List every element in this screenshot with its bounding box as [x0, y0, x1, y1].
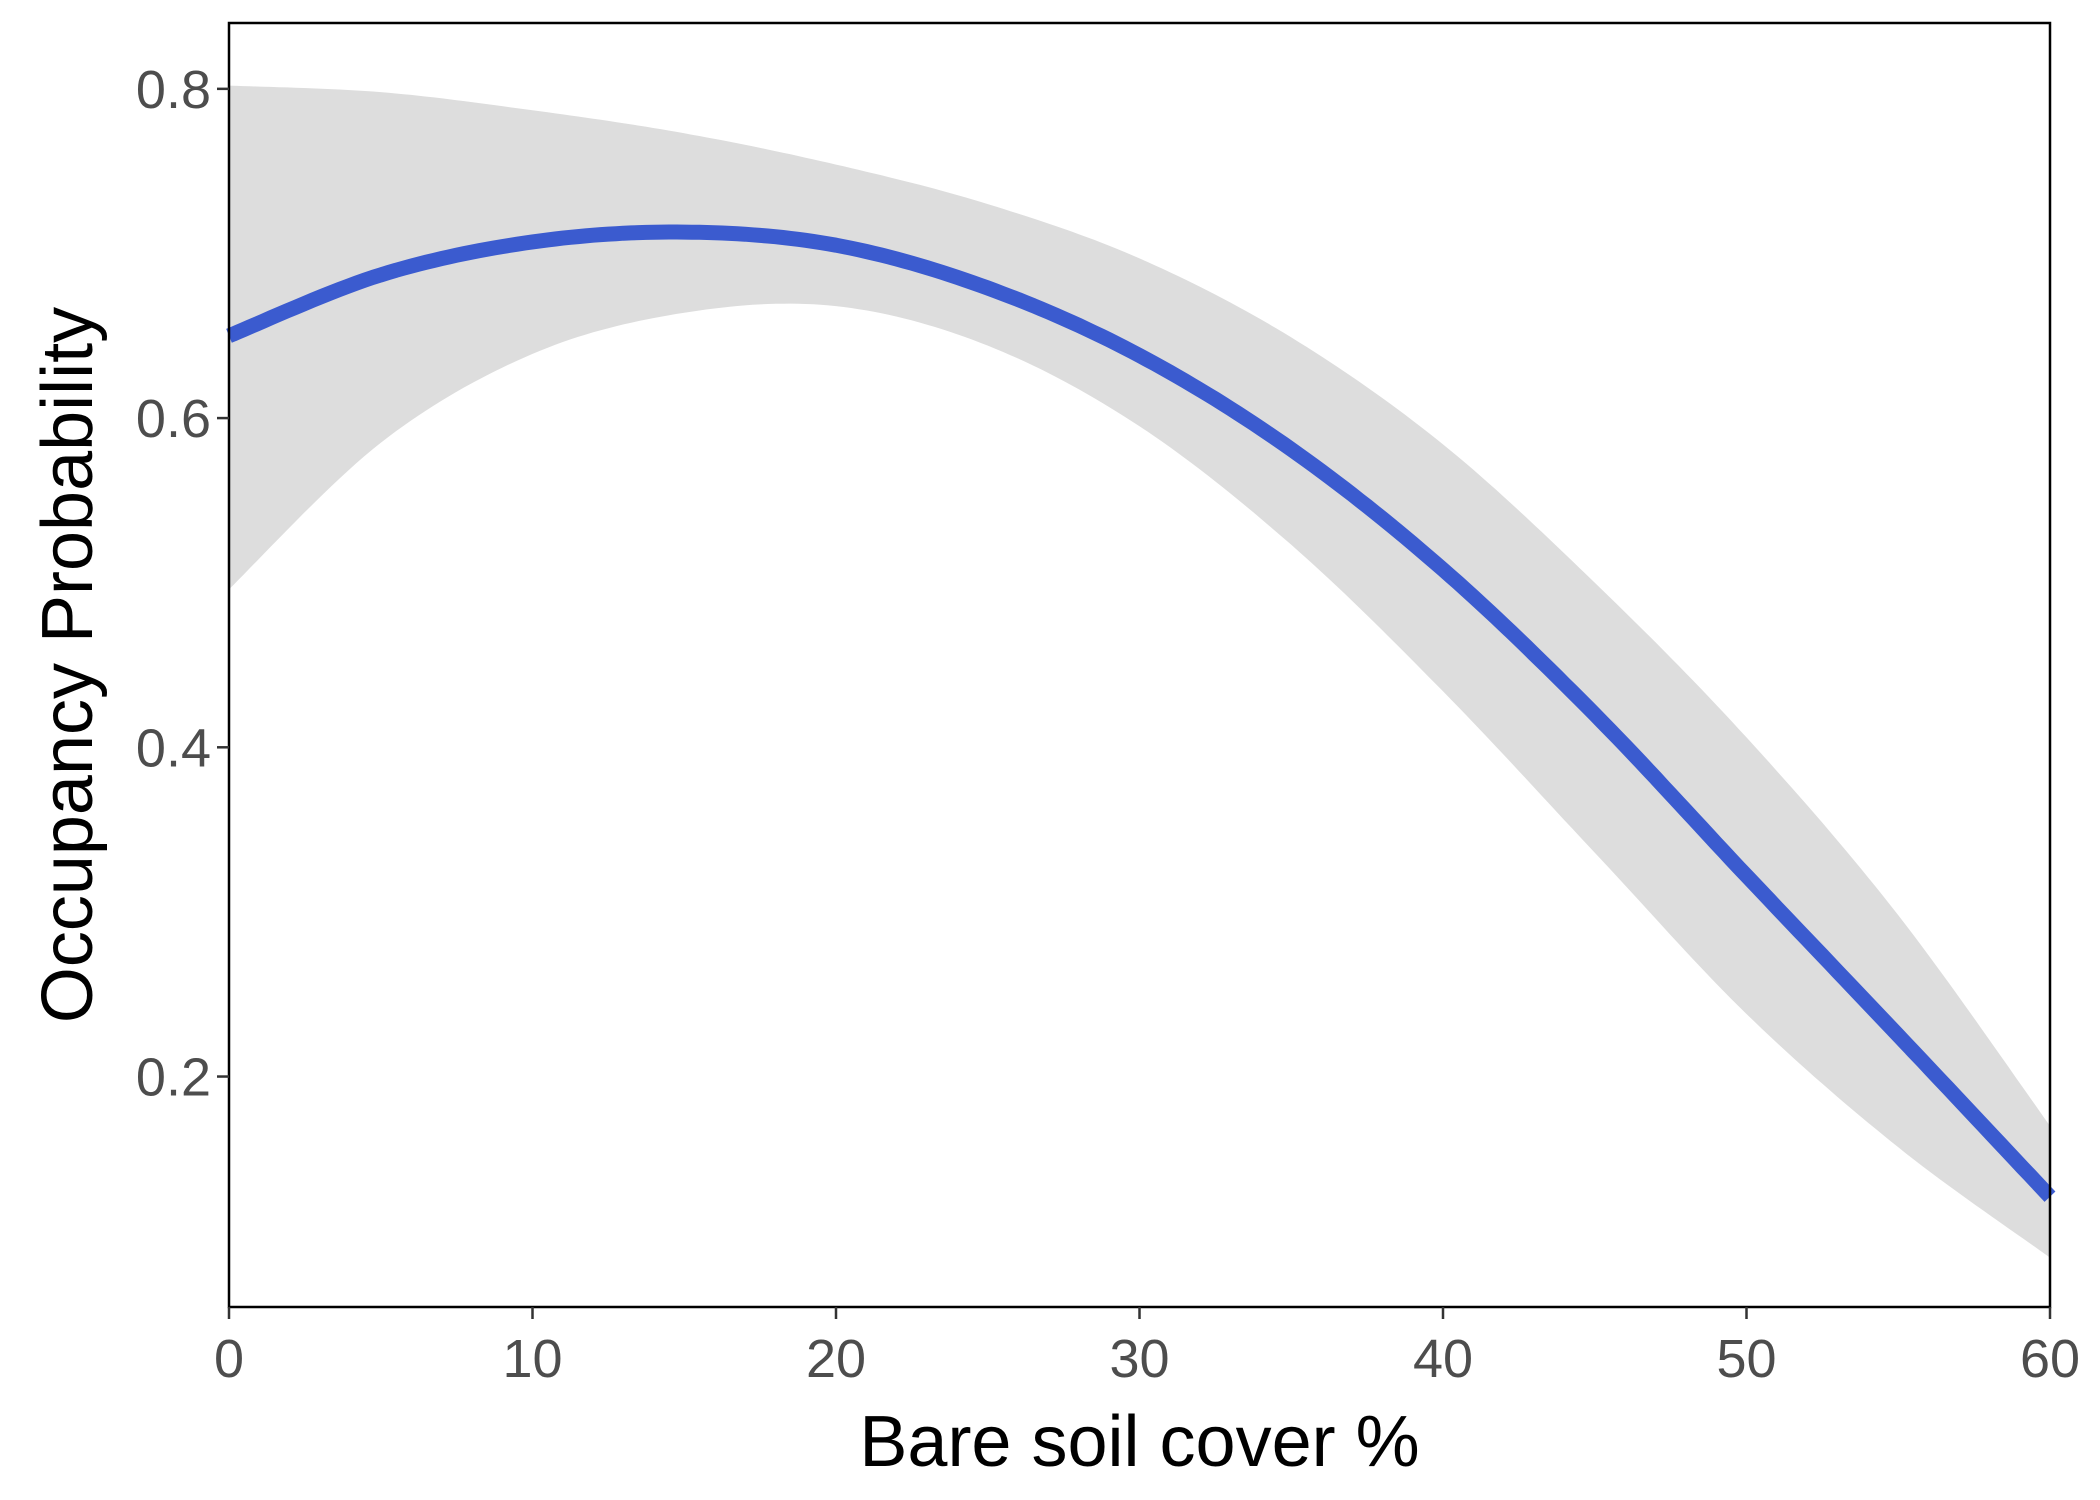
y-tick-label: 0.4 — [136, 718, 211, 778]
x-tick-label: 50 — [1716, 1329, 1776, 1389]
x-tick-label: 0 — [214, 1329, 244, 1389]
x-axis: 0 10 20 30 40 50 60 — [214, 1307, 2080, 1389]
confidence-band — [229, 85, 2050, 1258]
x-tick-label: 20 — [806, 1329, 866, 1389]
y-tick-label: 0.2 — [136, 1048, 211, 1108]
y-axis: 0.2 0.4 0.6 0.8 — [136, 60, 229, 1108]
x-axis-title: Bare soil cover % — [859, 1402, 1419, 1482]
y-axis-title: Occupancy Probability — [28, 307, 108, 1023]
x-tick-label: 30 — [1109, 1329, 1169, 1389]
x-tick-label: 10 — [502, 1329, 562, 1389]
confidence-band-layer — [229, 85, 2050, 1258]
fitted-occupancy-line — [225, 224, 2056, 1202]
y-tick-label: 0.6 — [136, 389, 211, 449]
fit-line-layer — [225, 224, 2056, 1202]
x-tick-label: 40 — [1413, 1329, 1473, 1389]
x-tick-label: 60 — [2020, 1329, 2080, 1389]
y-tick-label: 0.8 — [136, 60, 211, 120]
